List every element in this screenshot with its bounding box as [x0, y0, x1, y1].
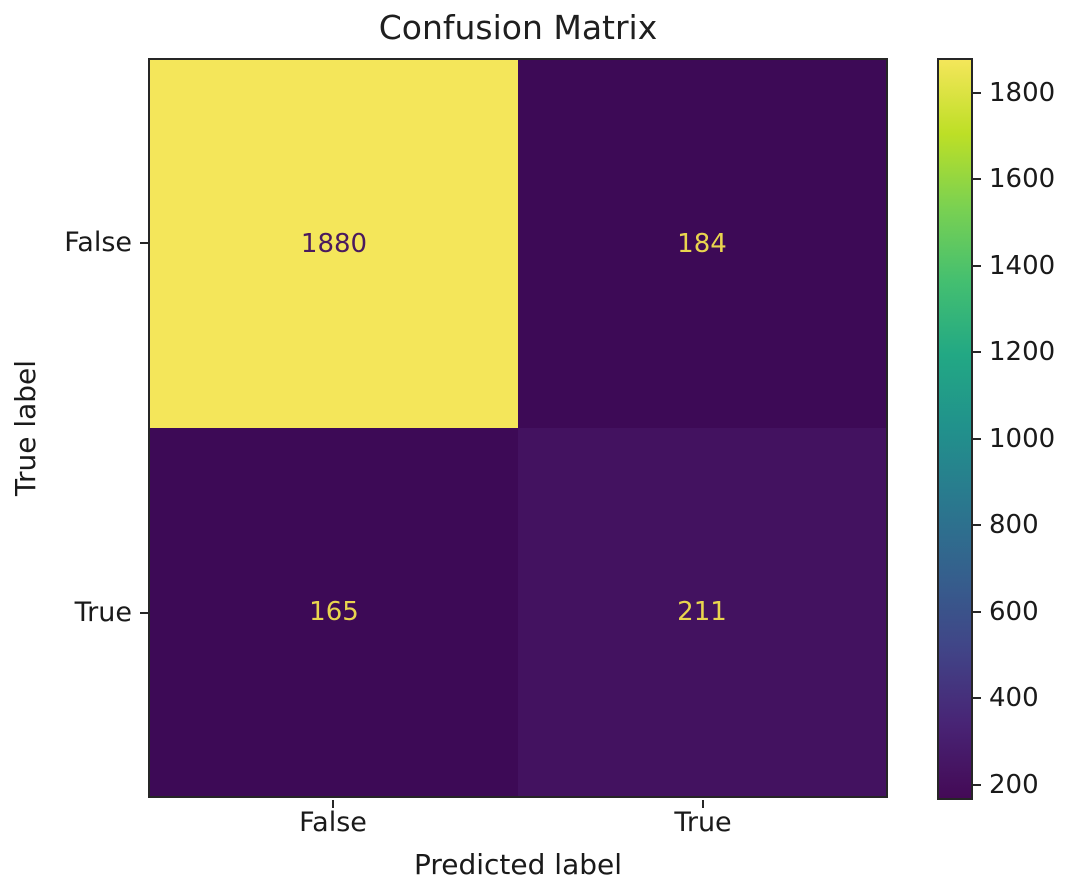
colorbar-tick-mark [973, 611, 981, 613]
x-tick-mark [702, 800, 704, 808]
colorbar-tick-mark [973, 92, 981, 94]
colorbar-tick-mark [973, 524, 981, 526]
matrix-cell-fp: 184 [518, 60, 886, 428]
y-tick-label-false: False [64, 227, 132, 258]
matrix-cell-value: 184 [677, 229, 727, 259]
colorbar-tick-mark [973, 178, 981, 180]
colorbar-tick-label: 1800 [989, 78, 1056, 108]
heatmap-plot-area: 1880 184 165 211 [148, 58, 888, 798]
y-tick-label-true: True [74, 597, 132, 628]
y-tick-mark [140, 242, 148, 244]
colorbar-tick-label: 400 [989, 683, 1039, 713]
x-axis-label: Predicted label [413, 848, 623, 881]
y-tick-mark [140, 612, 148, 614]
colorbar-tick-mark [973, 351, 981, 353]
matrix-cell-value: 165 [309, 597, 359, 627]
colorbar-tick-label: 600 [989, 597, 1039, 627]
colorbar-tick-label: 1400 [989, 251, 1056, 281]
colorbar-tick-label: 200 [989, 770, 1039, 800]
colorbar-tick-label: 800 [989, 510, 1039, 540]
colorbar-tick-mark [973, 697, 981, 699]
colorbar-tick-mark [973, 265, 981, 267]
colorbar-tick-label: 1000 [989, 424, 1056, 454]
colorbar-gradient [937, 58, 973, 800]
colorbar-tick-label: 1600 [989, 164, 1056, 194]
x-tick-label-false: False [299, 807, 367, 838]
colorbar-tick-mark [973, 784, 981, 786]
matrix-cell-value: 1880 [300, 229, 368, 259]
x-tick-mark [332, 800, 334, 808]
matrix-cell-tn: 1880 [150, 60, 518, 428]
colorbar-tick-label: 1200 [989, 337, 1056, 367]
matrix-cell-fn: 165 [150, 428, 518, 796]
colorbar-tick-mark [973, 438, 981, 440]
matrix-cell-tp: 211 [518, 428, 886, 796]
y-axis-label: True label [9, 359, 42, 497]
chart-title: Confusion Matrix [378, 8, 658, 47]
matrix-cell-value: 211 [677, 597, 727, 627]
x-tick-label-true: True [674, 807, 732, 838]
